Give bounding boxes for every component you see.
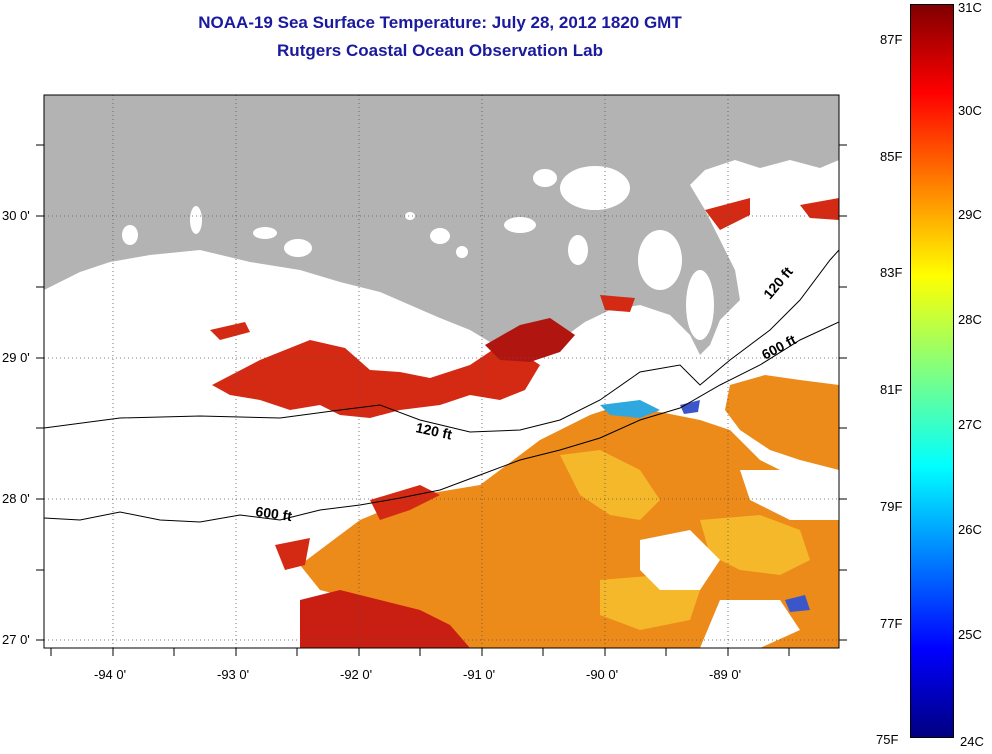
colorbar-f-label: 79F [880, 499, 903, 514]
colorbar-f-label: 75F [876, 732, 899, 747]
land-mass [44, 95, 839, 355]
colorbar-c-label: 28C [958, 312, 982, 327]
colorbar-c-label: 25C [958, 627, 982, 642]
colorbar-c-label: 30C [958, 103, 982, 118]
map-title: NOAA-19 Sea Surface Temperature: July 28… [198, 13, 682, 32]
colorbar-f-label: 87F [880, 32, 903, 47]
lat-tick-label: 30 0' [2, 208, 30, 223]
colorbar-c-label: 24C [960, 734, 984, 749]
lon-tick-label: -90 0' [586, 667, 619, 682]
axis-ticks [36, 144, 847, 656]
graticule [44, 95, 839, 648]
lat-tick-label: 27 0' [2, 632, 30, 647]
colorbar-f-label: 83F [880, 265, 903, 280]
temperature-colorbar [910, 4, 954, 738]
colorbar-f-label: 77F [880, 616, 903, 631]
map-subtitle: Rutgers Coastal Ocean Observation Lab [277, 41, 603, 60]
lat-tick-label: 29 0' [2, 350, 30, 365]
lon-tick-label: -91 0' [463, 667, 496, 682]
lon-tick-label: -94 0' [94, 667, 127, 682]
lon-tick-label: -89 0' [709, 667, 742, 682]
contour-120ft [44, 249, 839, 433]
contour-label: 120 ft [414, 419, 453, 442]
map-frame [43, 94, 840, 649]
colorbar-f-label: 81F [880, 382, 903, 397]
colorbar-c-label: 26C [958, 522, 982, 537]
colorbar-f-label: 85F [880, 149, 903, 164]
lon-tick-label: -93 0' [217, 667, 250, 682]
lat-tick-label: 28 0' [2, 491, 30, 506]
colorbar-c-label: 27C [958, 417, 982, 432]
lon-tick-label: -92 0' [340, 667, 373, 682]
colorbar-c-label: 29C [958, 207, 982, 222]
inland-cloud-patches [122, 166, 839, 340]
contour-label: 600 ft [255, 503, 294, 524]
colorbar-c-label: 31C [958, 0, 982, 15]
contour-600ft [44, 321, 839, 523]
sst-data-patches [210, 198, 839, 648]
